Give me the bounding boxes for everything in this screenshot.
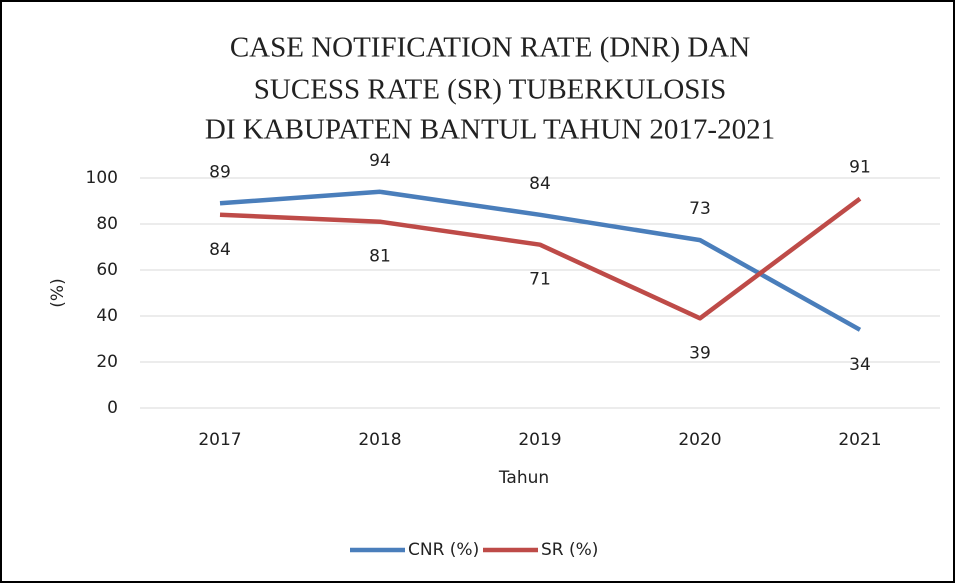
data-label: 34 — [849, 355, 871, 375]
x-tick-label: 2018 — [358, 430, 401, 450]
chart-title: SUCESS RATE (SR) TUBERKULOSIS — [254, 74, 726, 106]
data-label: 39 — [689, 343, 711, 363]
x-tick-label: 2019 — [518, 430, 561, 450]
x-axis-label: Tahun — [498, 468, 549, 488]
line-series — [219, 189, 862, 332]
data-label: 71 — [529, 270, 551, 290]
y-tick-label: 20 — [96, 352, 118, 372]
chart-title: DI KABUPATEN BANTUL TAHUN 2017-2021 — [205, 114, 775, 146]
data-label: 91 — [849, 158, 871, 178]
line-series — [219, 196, 862, 321]
x-tick-label: 2021 — [838, 430, 881, 450]
data-label: 84 — [209, 240, 231, 260]
y-tick-label: 0 — [107, 398, 118, 418]
y-tick-label: 40 — [96, 306, 118, 326]
data-label: 94 — [369, 151, 391, 171]
y-tick-label: 80 — [96, 214, 118, 234]
y-axis-label: (%) — [48, 278, 68, 307]
x-tick-label: 2020 — [678, 430, 721, 450]
x-tick-label: 2017 — [198, 430, 241, 450]
data-label: 89 — [209, 162, 231, 182]
legend-label: CNR (%) — [408, 540, 479, 560]
y-tick-label: 60 — [96, 260, 118, 280]
legend-label: SR (%) — [541, 540, 598, 560]
y-tick-label: 100 — [86, 168, 118, 188]
chart-title: CASE NOTIFICATION RATE (DNR) DAN — [230, 32, 750, 64]
data-label: 73 — [689, 199, 711, 219]
data-label: 84 — [529, 174, 551, 194]
data-label: 81 — [369, 247, 391, 267]
